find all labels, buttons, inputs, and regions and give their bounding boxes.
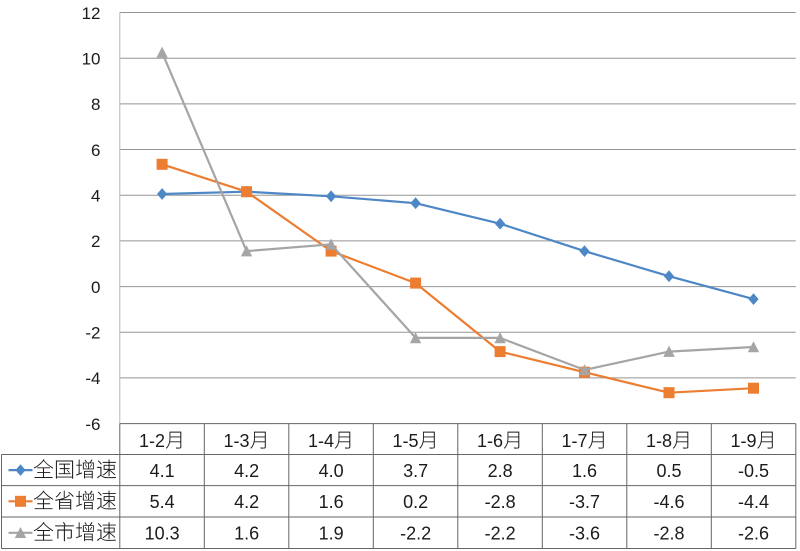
svg-text:12: 12 [82, 4, 101, 23]
svg-text:-3.7: -3.7 [569, 492, 600, 512]
svg-text:4.2: 4.2 [234, 492, 259, 512]
svg-text:-0.5: -0.5 [738, 461, 769, 481]
svg-text:1-5: 1-5 [393, 431, 419, 451]
svg-text:1.6: 1.6 [234, 524, 259, 544]
svg-text:2.8: 2.8 [488, 461, 513, 481]
svg-text:1-3: 1-3 [224, 431, 250, 451]
svg-text:1-7: 1-7 [562, 431, 588, 451]
svg-text:10: 10 [82, 50, 101, 69]
svg-text:0.2: 0.2 [403, 492, 428, 512]
svg-text:1-9: 1-9 [731, 431, 757, 451]
svg-text:10.3: 10.3 [145, 524, 180, 544]
svg-text:5.4: 5.4 [150, 492, 175, 512]
svg-text:1-6: 1-6 [477, 431, 503, 451]
svg-text:4.0: 4.0 [319, 461, 344, 481]
svg-text:1.6: 1.6 [572, 461, 597, 481]
svg-text:3.7: 3.7 [403, 461, 428, 481]
svg-text:-6: -6 [85, 415, 100, 434]
svg-text:1.9: 1.9 [319, 524, 344, 544]
svg-text:1.6: 1.6 [319, 492, 344, 512]
svg-text:1-2: 1-2 [139, 431, 165, 451]
svg-text:8: 8 [91, 95, 100, 114]
svg-text:-2.2: -2.2 [400, 524, 431, 544]
svg-text:0.5: 0.5 [656, 461, 681, 481]
svg-text:-4.6: -4.6 [653, 492, 684, 512]
svg-text:-4: -4 [85, 369, 100, 388]
svg-text:4: 4 [91, 187, 100, 206]
svg-text:-2.8: -2.8 [653, 524, 684, 544]
svg-text:0: 0 [91, 278, 100, 297]
svg-text:-4.4: -4.4 [738, 492, 769, 512]
svg-text:4.2: 4.2 [234, 461, 259, 481]
svg-text:1-8: 1-8 [646, 431, 672, 451]
svg-text:-2.8: -2.8 [485, 492, 516, 512]
svg-text:-2.6: -2.6 [738, 524, 769, 544]
svg-text:4.1: 4.1 [150, 461, 175, 481]
svg-text:2: 2 [91, 232, 100, 251]
svg-text:-3.6: -3.6 [569, 524, 600, 544]
svg-text:-2.2: -2.2 [485, 524, 516, 544]
svg-text:1-4: 1-4 [308, 431, 334, 451]
svg-text:6: 6 [91, 141, 100, 160]
svg-text:-2: -2 [85, 324, 100, 343]
